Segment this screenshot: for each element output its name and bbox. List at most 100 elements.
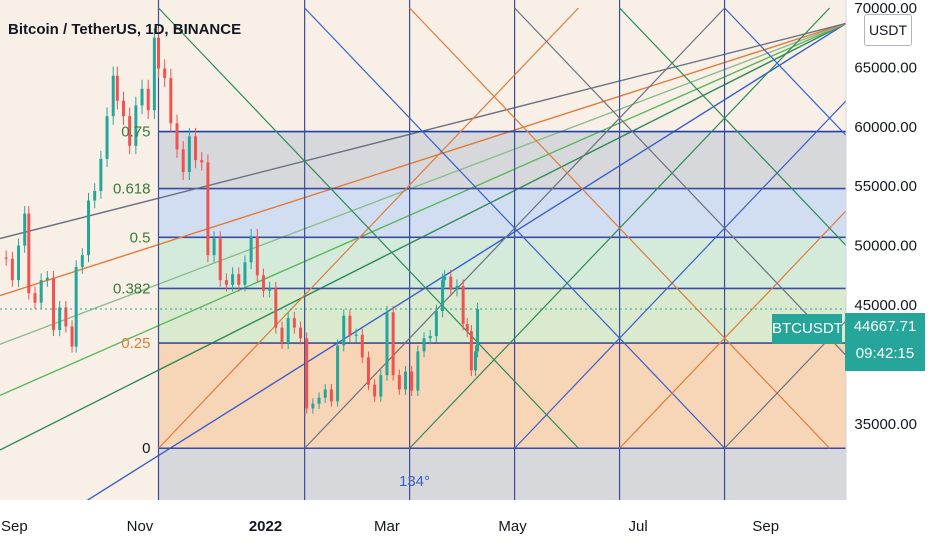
y-tick-label: 65000.00 [854, 59, 917, 76]
candle-body [441, 280, 445, 311]
candle-body [175, 123, 179, 150]
candle-body [140, 88, 144, 106]
candlestick-series [0, 28, 846, 414]
candle-body [428, 335, 432, 339]
candle-body [280, 327, 284, 344]
candle-body [465, 324, 469, 332]
time-axis: Sep Nov 2022 Mar May Jul Sep [0, 500, 932, 550]
fib-zone-0.25 [158, 343, 846, 449]
price-axis: 35000.0040000.0045000.0050000.0055000.00… [845, 0, 932, 550]
price-axis-background [846, 0, 932, 550]
candle-body [99, 158, 103, 191]
candle-body [286, 318, 290, 344]
candle-body [17, 245, 21, 281]
candle-body [317, 397, 321, 404]
candle-body [128, 116, 132, 146]
candle-body [292, 318, 296, 328]
last-price-tag: 44667.71 09:42:15 [845, 313, 925, 371]
candle-body [122, 100, 126, 117]
candle-body [23, 213, 27, 246]
candle-body [237, 274, 241, 285]
fib-zone-0 [158, 448, 846, 500]
candle-body [187, 136, 191, 172]
candle-body [231, 274, 235, 285]
candle-body [379, 375, 383, 397]
candle-body [52, 277, 56, 331]
x-tick-label: May [498, 518, 527, 535]
candle-body [434, 311, 438, 336]
symbol-price-tag: BTCUSDT [772, 314, 843, 344]
candle-body [404, 371, 408, 390]
candle-body [58, 307, 62, 331]
gann-down-diagonal-5 [724, 7, 846, 137]
candle-body [33, 293, 37, 303]
chart-title: Bitcoin / TetherUS, 1D, BINANCE [8, 21, 242, 38]
candle-body [27, 213, 31, 294]
gann-down-diagonal-1 [304, 7, 726, 449]
candle-body [181, 149, 185, 172]
candle-body [243, 262, 247, 285]
candle-body [146, 88, 150, 111]
fib-zone-0.5 [158, 237, 846, 289]
fib-fan-background [0, 0, 846, 500]
candle-body [200, 160, 204, 163]
candle-body [449, 276, 453, 290]
candle-body [249, 236, 253, 263]
candle-body [74, 267, 78, 347]
currency-unit-button[interactable]: USDT [864, 14, 912, 46]
fan-line-0.618 [0, 22, 846, 297]
x-tick-label: Sep [1, 518, 28, 535]
candle-body [366, 357, 370, 385]
candle-body [45, 277, 49, 281]
time-axis-background [0, 500, 932, 550]
y-tick-label: 70000.00 [854, 0, 917, 17]
gann-down-diagonal-2 [409, 7, 831, 449]
candle-body [39, 280, 43, 303]
candle-body [194, 136, 198, 161]
candle-body [169, 78, 173, 124]
candle-body [443, 276, 447, 281]
fib-zone-0.75 [158, 131, 846, 189]
gann-angle-label: 134° [399, 473, 430, 490]
fib-label-0.5: 0.5 [130, 229, 151, 246]
fib-label-0.382: 0.382 [113, 280, 151, 297]
candle-body [311, 403, 315, 409]
candle-body [461, 286, 465, 325]
fan-line-0 [86, 22, 846, 500]
candle-body [4, 257, 8, 259]
candle-body [305, 338, 309, 409]
gann-up-diagonal-5 [724, 320, 846, 449]
candle-body [70, 326, 74, 347]
y-tick-label: 55000.00 [854, 178, 917, 195]
candle-body [348, 315, 352, 336]
gann-down-diagonal-0 [158, 7, 579, 449]
candle-body [134, 105, 138, 146]
candle-body [299, 327, 303, 339]
candle-body [397, 375, 401, 390]
candle-body [323, 389, 327, 398]
fib-label-0.618: 0.618 [113, 181, 151, 198]
candle-body [105, 116, 109, 159]
candle-body [93, 190, 97, 201]
candle-body [476, 309, 480, 352]
fan-line-0.5 [0, 22, 846, 345]
candle-body [342, 315, 346, 346]
candle-body [64, 307, 68, 327]
candle-body [224, 280, 228, 285]
candle-body [422, 338, 426, 352]
candle-body [329, 389, 333, 402]
fib-label-0.75: 0.75 [121, 124, 150, 141]
candle-body [152, 37, 156, 111]
candle-body [455, 286, 459, 290]
candle-body [473, 351, 477, 371]
fan-line-0.382 [0, 22, 846, 397]
candle-body [212, 238, 216, 256]
candle-body [206, 162, 210, 256]
candle-body [416, 351, 420, 391]
fib-label-0: 0 [142, 440, 150, 457]
candle-body [336, 345, 340, 402]
x-tick-label: Jul [629, 518, 648, 535]
gann-down-diagonal-3 [514, 7, 846, 357]
last-price-value: 44667.71 [853, 318, 917, 335]
